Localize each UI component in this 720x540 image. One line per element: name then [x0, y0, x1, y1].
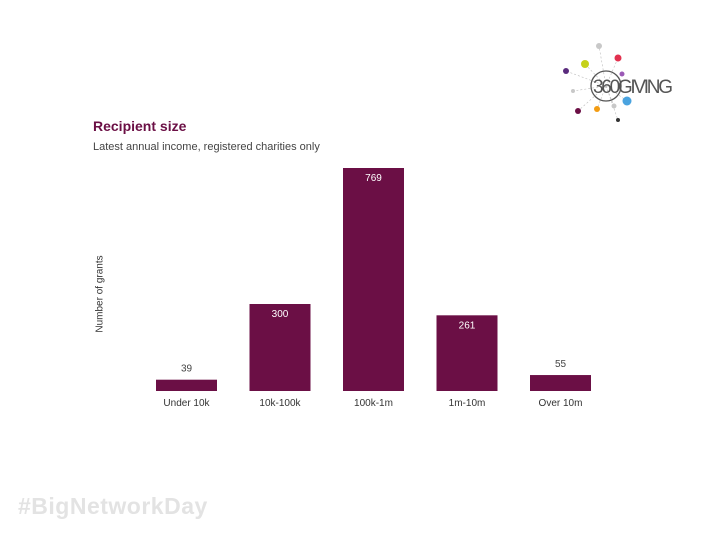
- event-hashtag: #BigNetworkDay: [18, 493, 208, 519]
- chart-subtitle: Latest annual income, registered chariti…: [93, 141, 320, 153]
- data-label: 769: [365, 173, 382, 184]
- y-axis-label: Number of grants: [94, 255, 106, 333]
- bar: [343, 168, 404, 391]
- bar: [530, 375, 591, 391]
- x-tick-label: Under 10k: [163, 398, 210, 409]
- data-label: 261: [459, 320, 476, 331]
- 360giving-logo: 360GIVING: [556, 38, 686, 128]
- x-tick-label: 1m-10m: [449, 398, 486, 409]
- x-tick-label: Over 10m: [539, 398, 583, 409]
- logo-text: 360GIVING: [593, 77, 673, 98]
- bar: [156, 379, 217, 391]
- data-label: 55: [555, 359, 567, 370]
- logo-graphic: 360GIVING: [563, 43, 673, 122]
- bar: [249, 304, 311, 391]
- x-tick-label: 10k-100k: [259, 398, 301, 409]
- data-label: 39: [181, 364, 193, 375]
- x-tick-label: 100k-1m: [354, 398, 393, 409]
- bar: [436, 315, 498, 391]
- bar-chart: 39 Under 10k 300 10k-100k 769 100k-1m 261 1m-10…: [156, 168, 591, 409]
- chart-title: Recipient size: [93, 118, 187, 134]
- data-label: 300: [272, 309, 289, 320]
